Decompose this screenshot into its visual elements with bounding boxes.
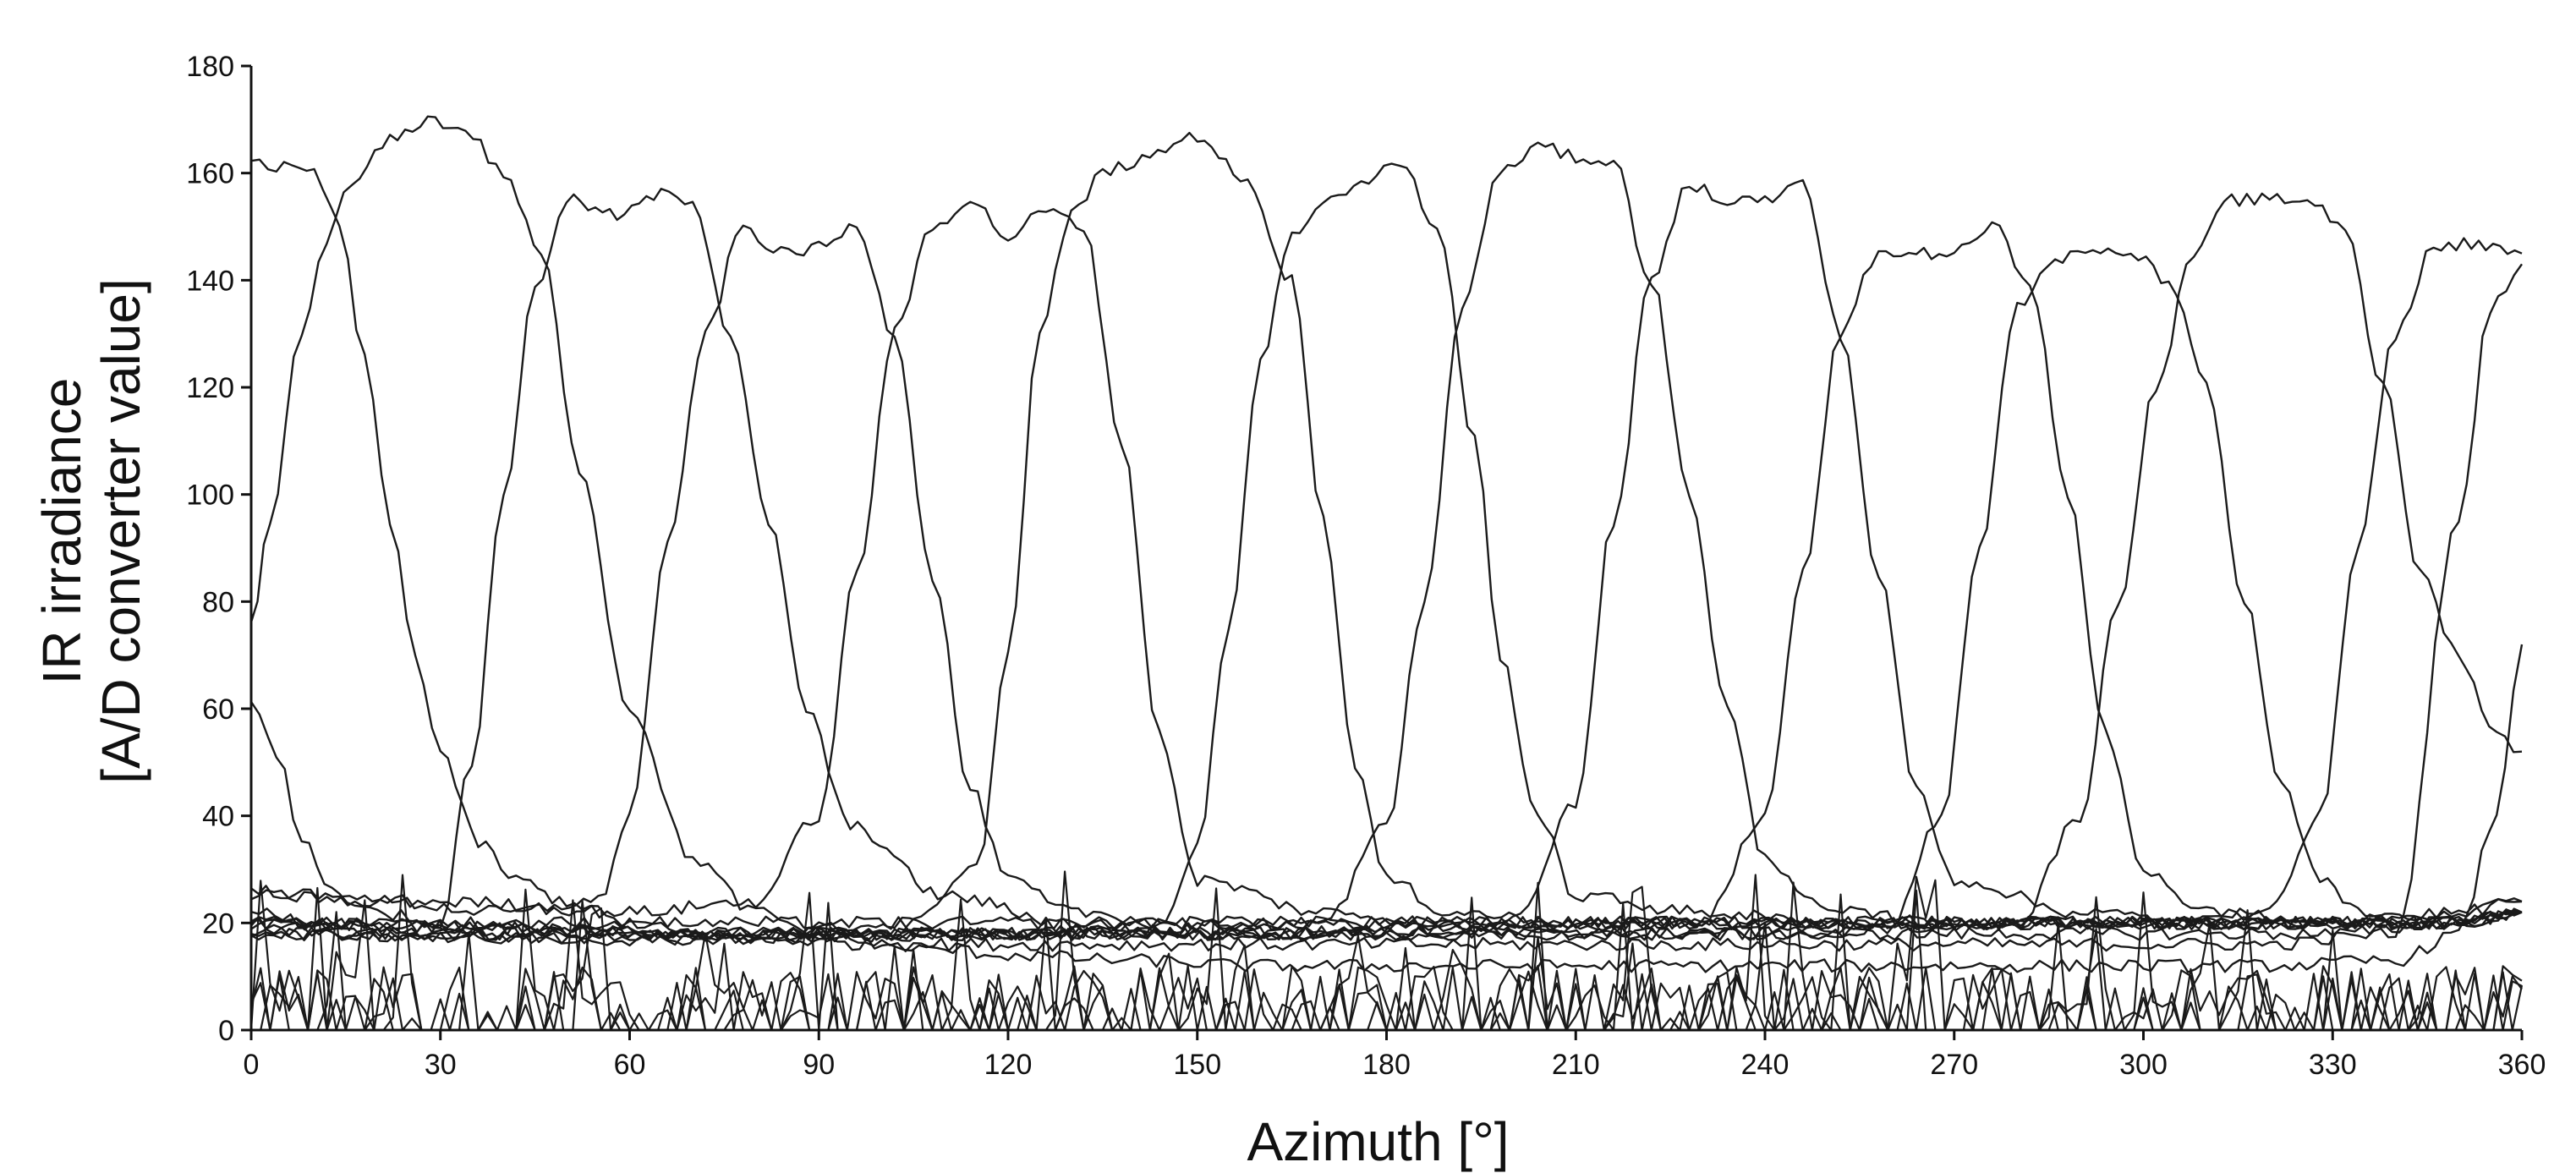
y-ticks: 0 20 40 60 80 100 120 140 160 180 xyxy=(186,51,251,1047)
series-line xyxy=(250,200,2523,931)
x-ticks: 0 30 60 90 120 150 180 210 240 270 300 330 360 xyxy=(244,1030,2546,1081)
x-tick-label: 120 xyxy=(984,1049,1033,1081)
y-tick-label: 140 xyxy=(186,265,234,297)
x-tick-label: 0 xyxy=(244,1049,260,1081)
y-tick-label: 0 xyxy=(218,1015,234,1047)
y-tick-label: 160 xyxy=(186,158,234,190)
y-tick-label: 120 xyxy=(186,372,234,404)
series-line xyxy=(250,188,2523,941)
y-axis-title: IR irradiance[A/D converter value] xyxy=(31,278,151,784)
y-axis-title-line: [A/D converter value] xyxy=(90,278,151,784)
noise-trace xyxy=(249,881,2523,1032)
x-tick-label: 300 xyxy=(2119,1049,2168,1081)
x-tick-label: 30 xyxy=(425,1049,457,1081)
series-line xyxy=(250,178,2523,941)
x-tick-label: 60 xyxy=(614,1049,646,1081)
series-line xyxy=(250,192,2523,941)
series-line xyxy=(250,158,2523,952)
series-line xyxy=(249,115,2524,973)
series-line xyxy=(250,141,2523,946)
x-tick-label: 330 xyxy=(2309,1049,2357,1081)
y-tick-label: 180 xyxy=(186,51,234,83)
y-tick-label: 20 xyxy=(202,907,234,940)
axes: 0 20 40 60 80 100 120 140 160 180 0 30 60 90 120 150 18… xyxy=(186,51,2546,1081)
x-axis-title: Azimuth [°] xyxy=(1247,1111,1509,1172)
y-tick-label: 100 xyxy=(186,480,234,512)
x-tick-label: 90 xyxy=(803,1049,835,1081)
y-tick-label: 40 xyxy=(202,801,234,833)
y-tick-label: 80 xyxy=(202,586,234,618)
series-line xyxy=(249,237,2523,930)
series-line xyxy=(250,162,2523,947)
series-line xyxy=(250,221,2523,941)
x-tick-label: 150 xyxy=(1173,1049,1221,1081)
x-tick-label: 180 xyxy=(1362,1049,1411,1081)
series-line xyxy=(250,131,2523,941)
x-tick-label: 210 xyxy=(1552,1049,1600,1081)
plot-area xyxy=(249,115,2524,1032)
series-line xyxy=(250,247,2523,941)
y-axis-title-line: IR irradiance xyxy=(31,378,92,685)
x-tick-label: 240 xyxy=(1741,1049,1789,1081)
x-tick-label: 360 xyxy=(2498,1049,2546,1081)
y-tick-label: 60 xyxy=(202,693,234,726)
x-tick-label: 270 xyxy=(1930,1049,1978,1081)
